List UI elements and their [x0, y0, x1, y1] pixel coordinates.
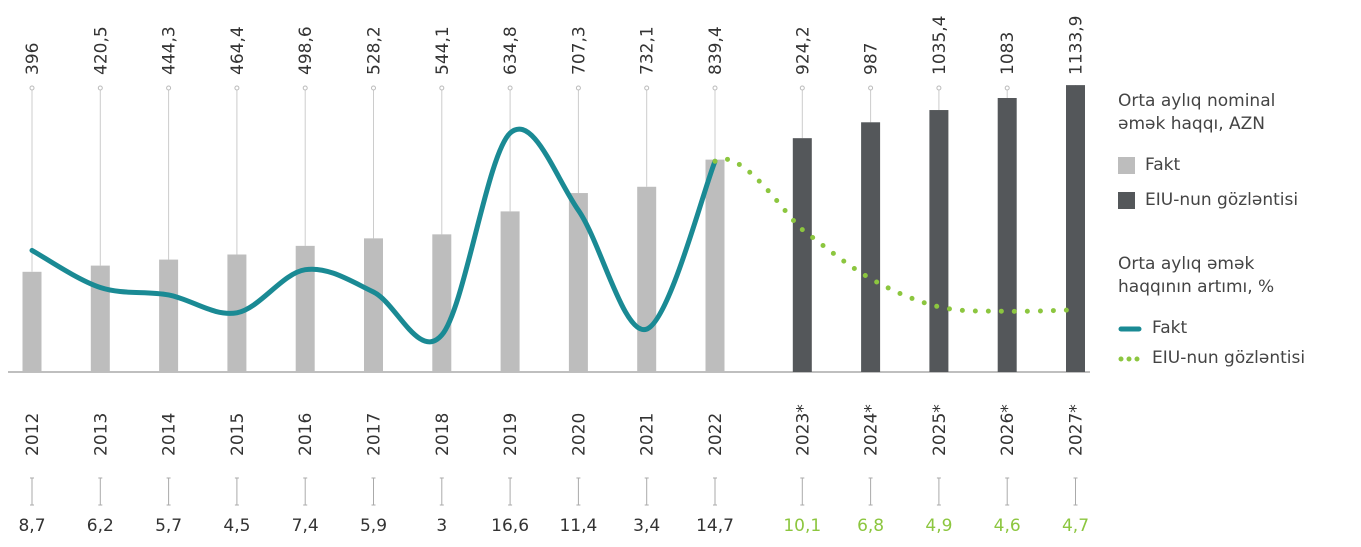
bar: [364, 238, 383, 372]
bar: [705, 159, 725, 372]
value-label: 528,2: [365, 26, 385, 75]
x-tick-label: 2012: [23, 413, 43, 456]
x-tick-label: 2022: [706, 413, 726, 456]
leader-dot: [234, 85, 240, 91]
value-label: 1035,4: [930, 16, 950, 75]
bar: [997, 98, 1017, 372]
leader-dot: [575, 85, 581, 91]
bar: [432, 234, 452, 372]
x-tick-label: 2019: [501, 413, 521, 456]
bar: [22, 271, 42, 372]
x-tick-label: 2023*: [793, 404, 813, 456]
legend-swatch: [1118, 356, 1142, 361]
value-label: 4,9: [925, 516, 952, 536]
value-label: 4,7: [1062, 516, 1089, 536]
value-label: 3: [436, 516, 447, 536]
legend-title: Orta aylıq əmək haqqının artımı, %: [1118, 254, 1275, 297]
x-tick-label: 2013: [91, 413, 111, 456]
legend-swatch: [1118, 192, 1135, 209]
bar: [861, 122, 881, 372]
x-tick-label: 2015: [228, 413, 248, 456]
value-label: 1083: [998, 32, 1018, 75]
bar: [929, 110, 949, 373]
value-label: 924,2: [793, 26, 813, 75]
x-tick-label: 2026*: [998, 404, 1018, 456]
legend-item: EIU-nun gözləntisi: [1118, 189, 1298, 212]
legend-item: Fakt: [1118, 154, 1180, 177]
x-tick-label: 2027*: [1067, 404, 1087, 456]
leader-dot: [1004, 85, 1010, 91]
bar: [568, 193, 588, 372]
value-label: 5,9: [360, 516, 387, 536]
value-label: 3,4: [633, 516, 660, 536]
x-tick-label: 2014: [160, 413, 180, 456]
plot: 2012 2013 2014 2015 2016 2017 2018 2019 2020 2021…: [8, 16, 1090, 536]
x-tick-label: 2020: [569, 413, 589, 456]
value-label: 707,3: [569, 26, 589, 75]
bar: [500, 211, 520, 372]
value-label: 8,7: [18, 516, 45, 536]
legend-title: Orta aylıq nominal əmək haqqı, AZN: [1118, 91, 1276, 134]
x-tick-label: 2016: [296, 413, 316, 456]
legend-swatch: [1118, 157, 1135, 174]
leader-dot: [712, 85, 718, 91]
connector: [712, 156, 805, 233]
line: [29, 126, 718, 345]
bar: [1066, 85, 1085, 373]
value-label: 544,1: [433, 26, 453, 75]
value-label: 10,1: [783, 516, 821, 536]
x-tick-label: 2024*: [862, 404, 882, 456]
leader-dot: [799, 85, 805, 91]
value-label: 396: [23, 43, 43, 75]
x-tick-label: 2018: [433, 413, 453, 456]
leader-dot: [166, 85, 172, 91]
legend-label: Fakt: [1152, 318, 1188, 338]
value-label: 634,8: [501, 26, 521, 75]
value-label: 420,5: [91, 26, 111, 75]
value-label: 11,4: [559, 516, 597, 536]
legend-item: EIU-nun gözləntisi: [1118, 347, 1305, 370]
legend-label: EIU-nun gözləntisi: [1145, 190, 1299, 210]
value-label: 4,5: [223, 516, 250, 536]
value-label: 5,7: [155, 516, 182, 536]
value-label: 839,4: [706, 26, 726, 75]
value-label: 6,8: [857, 516, 884, 536]
value-label: 14,7: [696, 516, 734, 536]
x-tick-label: 2017: [365, 413, 385, 456]
leader-dot: [644, 85, 650, 91]
value-label: 987: [862, 43, 882, 75]
bar: [295, 245, 315, 372]
x-tick-label: 2025*: [930, 404, 950, 456]
legend-swatch: [1118, 326, 1142, 331]
value-label: 464,4: [228, 26, 248, 75]
leader-dot: [507, 85, 513, 91]
leader-dot: [29, 85, 35, 91]
line: [799, 227, 1078, 314]
leader-dot: [439, 85, 445, 91]
value-label: 7,4: [292, 516, 319, 536]
value-label: 498,6: [296, 26, 316, 75]
leader-dot: [936, 85, 942, 91]
bar: [792, 138, 812, 372]
bar: [637, 186, 657, 372]
x-tick-label: 2021: [638, 413, 658, 456]
value-label: 4,6: [994, 516, 1021, 536]
legend-label: EIU-nun gözləntisi: [1152, 348, 1306, 368]
value-label: 732,1: [638, 26, 658, 75]
bar: [90, 265, 110, 372]
bar: [159, 259, 179, 372]
value-label: 6,2: [87, 516, 114, 536]
legend-item: Fakt: [1118, 317, 1187, 340]
legend-label: Fakt: [1145, 155, 1181, 175]
value-label: 444,3: [160, 26, 180, 75]
leader-dot: [302, 85, 308, 91]
value-label: 1133,9: [1067, 16, 1087, 75]
leader-dot: [868, 85, 874, 91]
value-label: 16,6: [491, 516, 529, 536]
leader-dot: [371, 85, 376, 91]
leader-dot: [97, 85, 103, 91]
